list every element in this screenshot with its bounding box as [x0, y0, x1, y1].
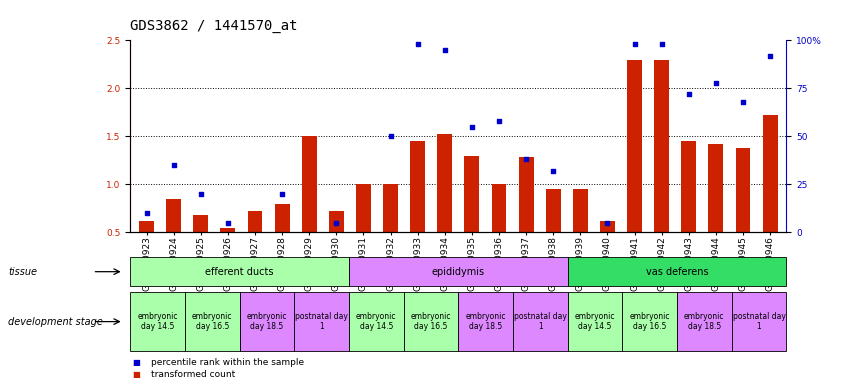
Bar — [167, 199, 181, 280]
Bar — [568, 257, 786, 286]
Text: efferent ducts: efferent ducts — [205, 266, 274, 277]
Bar — [329, 211, 344, 280]
Point — [547, 168, 560, 174]
Bar — [458, 292, 513, 351]
Point — [655, 41, 669, 47]
Text: embryonic
day 18.5: embryonic day 18.5 — [465, 312, 506, 331]
Text: embryonic
day 14.5: embryonic day 14.5 — [356, 312, 397, 331]
Bar — [708, 144, 723, 280]
Text: embryonic
day 16.5: embryonic day 16.5 — [629, 312, 670, 331]
Bar — [513, 292, 568, 351]
Bar — [568, 292, 622, 351]
Bar — [627, 60, 642, 280]
Bar — [139, 221, 154, 280]
Text: embryonic
day 16.5: embryonic day 16.5 — [192, 312, 233, 331]
Text: percentile rank within the sample: percentile rank within the sample — [151, 358, 304, 367]
Text: postnatal day
1: postnatal day 1 — [295, 312, 348, 331]
Text: embryonic
day 18.5: embryonic day 18.5 — [684, 312, 725, 331]
Point — [520, 156, 533, 162]
Point — [221, 220, 235, 226]
Text: embryonic
day 14.5: embryonic day 14.5 — [574, 312, 616, 331]
Bar — [294, 292, 349, 351]
Bar — [464, 156, 479, 280]
Bar — [654, 60, 669, 280]
Bar — [240, 292, 294, 351]
Bar — [247, 211, 262, 280]
Text: development stage: development stage — [8, 316, 103, 327]
Bar — [349, 257, 568, 286]
Bar — [383, 184, 398, 280]
Point — [736, 99, 749, 105]
Bar — [677, 292, 732, 351]
Text: embryonic
day 16.5: embryonic day 16.5 — [410, 312, 452, 331]
Text: tissue: tissue — [8, 266, 37, 277]
Bar — [732, 292, 786, 351]
Point — [275, 191, 288, 197]
Point — [167, 162, 181, 168]
Text: postnatal day
1: postnatal day 1 — [733, 312, 785, 331]
Bar — [130, 257, 349, 286]
Bar — [491, 184, 506, 280]
Bar — [302, 136, 317, 280]
Bar — [404, 292, 458, 351]
Bar — [356, 184, 371, 280]
Point — [600, 220, 614, 226]
Bar — [546, 189, 561, 280]
Bar — [437, 134, 452, 280]
Point — [709, 79, 722, 86]
Text: embryonic
day 18.5: embryonic day 18.5 — [246, 312, 288, 331]
Point — [682, 91, 696, 97]
Text: transformed count: transformed count — [151, 370, 235, 379]
Point — [438, 47, 452, 53]
Bar — [763, 115, 778, 280]
Text: epididymis: epididymis — [431, 266, 485, 277]
Text: vas deferens: vas deferens — [646, 266, 708, 277]
Point — [492, 118, 505, 124]
Point — [764, 53, 777, 59]
Bar — [600, 221, 615, 280]
Point — [383, 133, 397, 139]
Text: GDS3862 / 1441570_at: GDS3862 / 1441570_at — [130, 19, 298, 33]
Bar — [130, 292, 185, 351]
Bar — [573, 189, 588, 280]
Point — [411, 41, 425, 47]
Text: ■: ■ — [132, 358, 140, 367]
Bar — [622, 292, 677, 351]
Text: postnatal day
1: postnatal day 1 — [514, 312, 567, 331]
Point — [194, 191, 208, 197]
Bar — [736, 148, 750, 280]
Bar — [349, 292, 404, 351]
Bar — [193, 215, 209, 280]
Point — [140, 210, 153, 216]
Text: ■: ■ — [132, 370, 140, 379]
Bar — [519, 157, 533, 280]
Bar — [275, 204, 289, 280]
Bar — [410, 141, 426, 280]
Point — [330, 220, 343, 226]
Bar — [185, 292, 240, 351]
Text: embryonic
day 14.5: embryonic day 14.5 — [137, 312, 178, 331]
Point — [628, 41, 642, 47]
Point — [465, 124, 479, 130]
Bar — [681, 141, 696, 280]
Bar — [220, 227, 235, 280]
